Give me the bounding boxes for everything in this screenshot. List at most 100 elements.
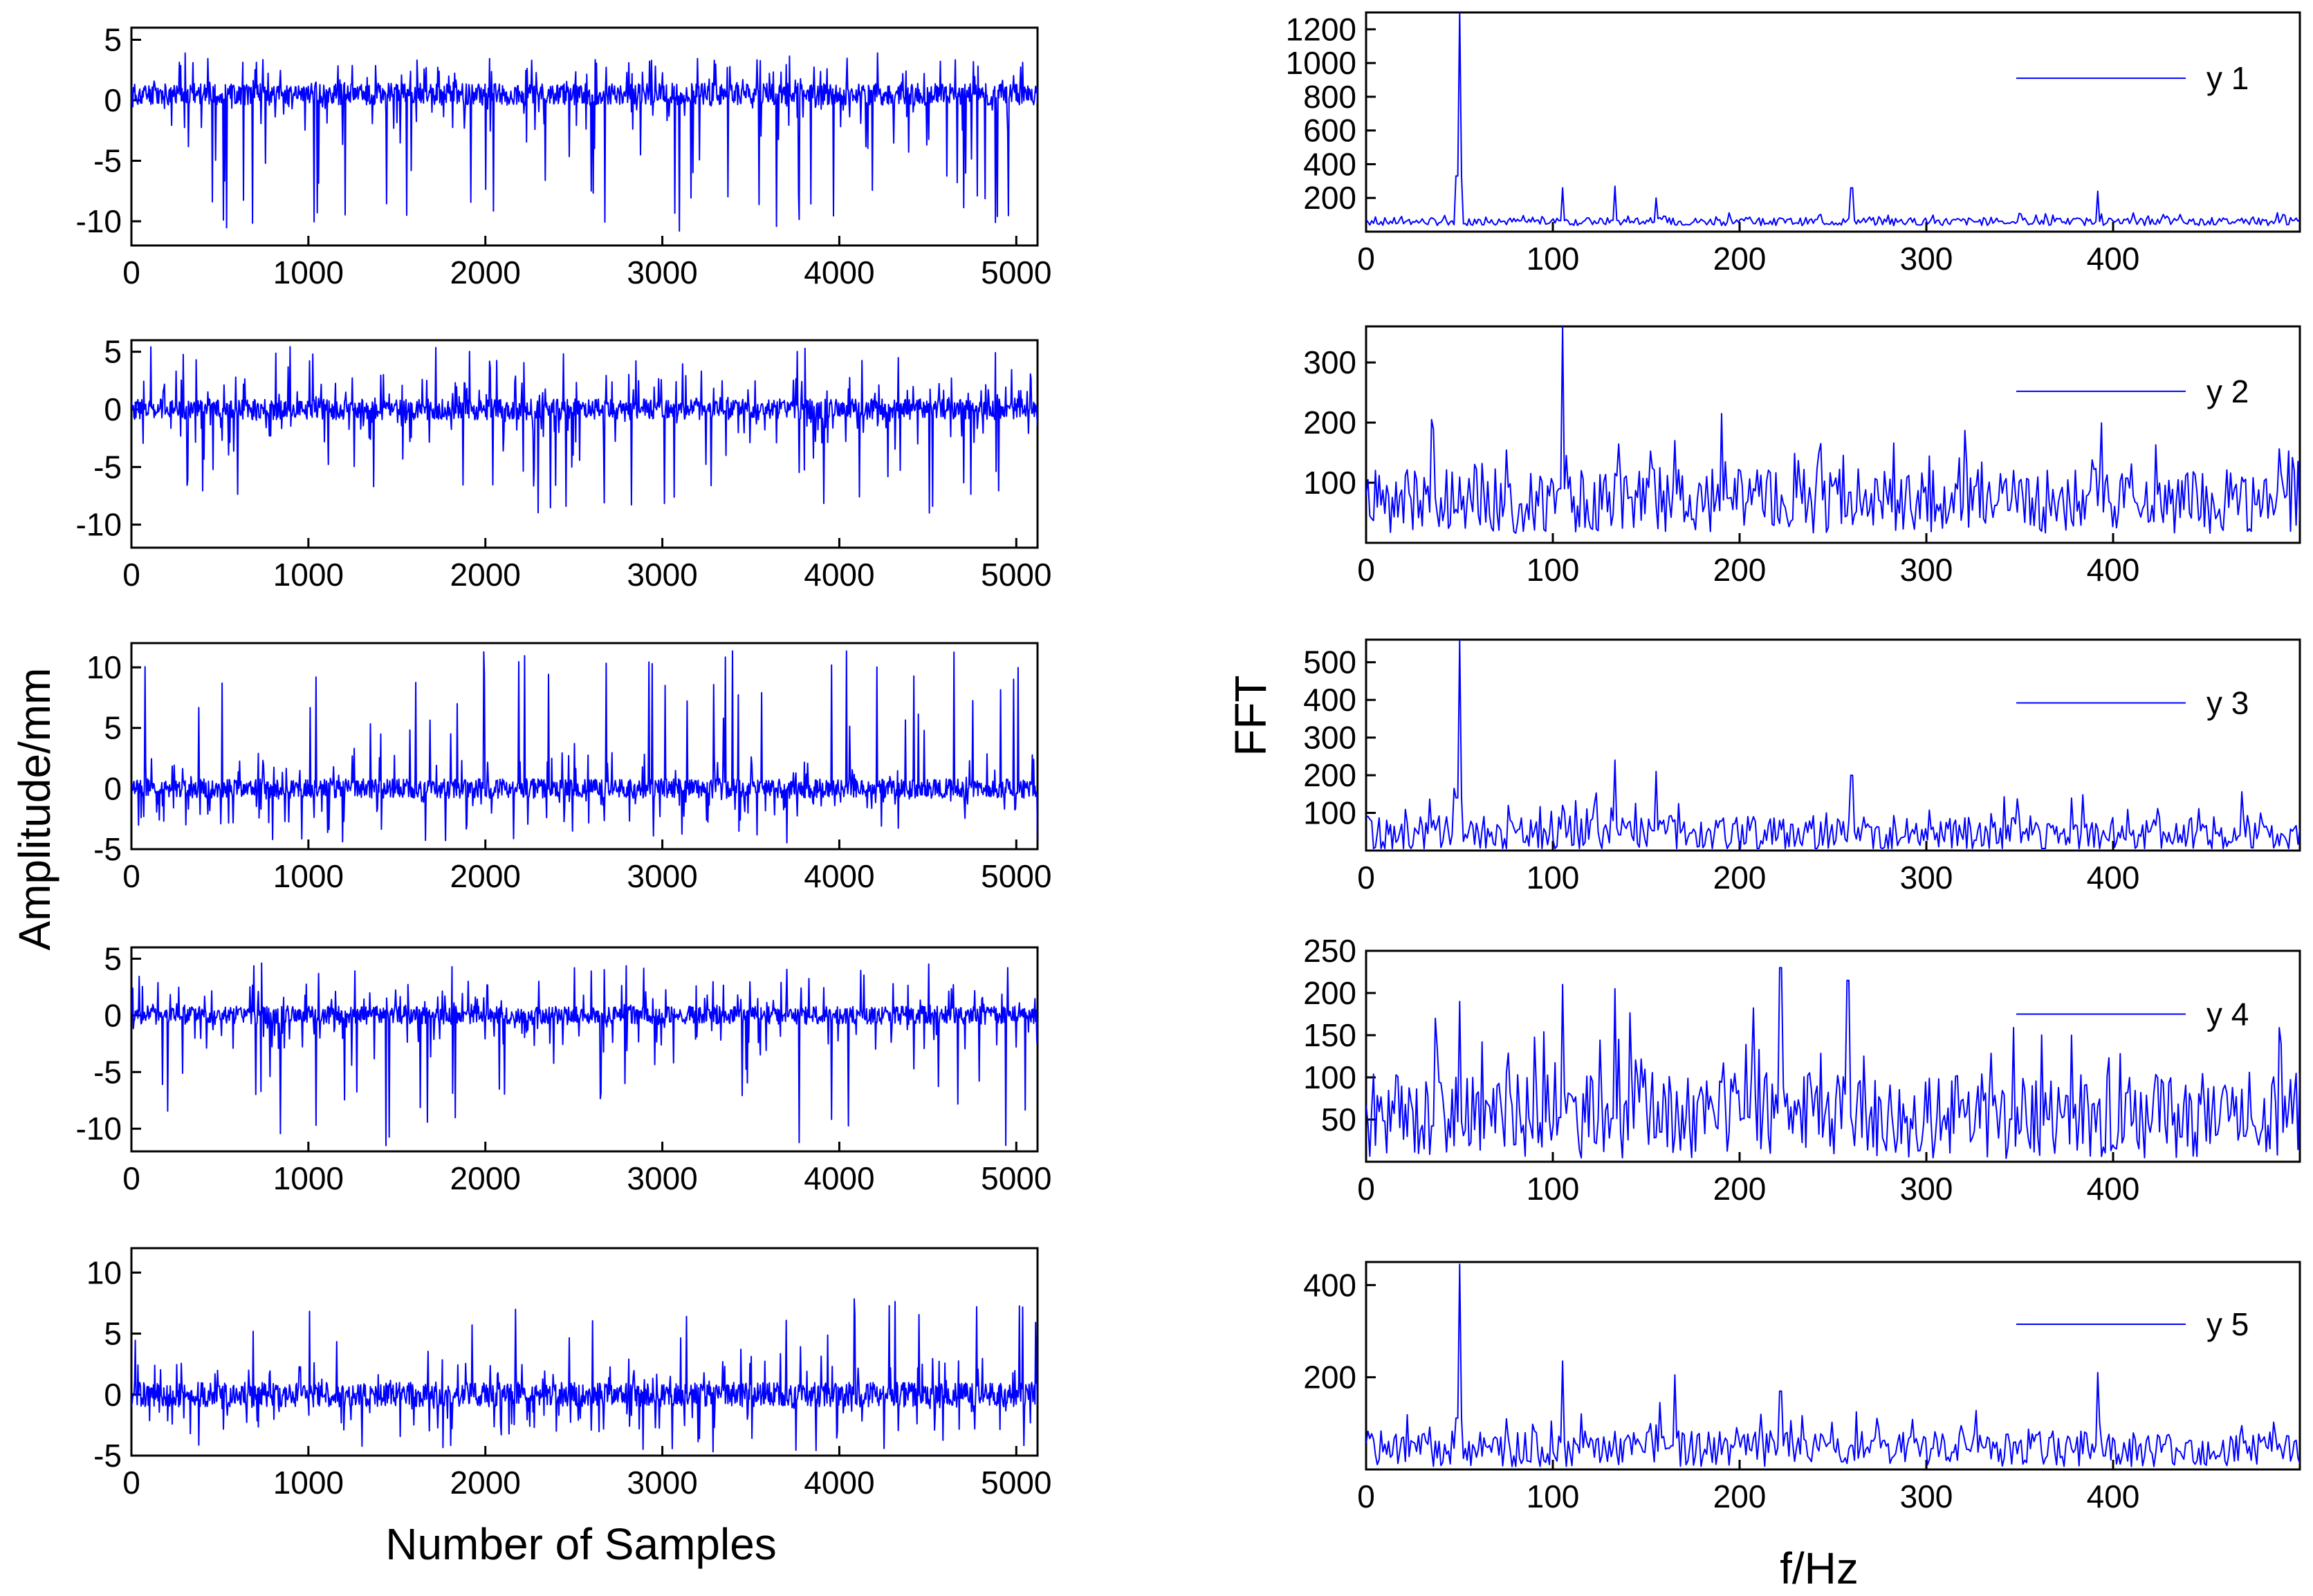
time-y3-frame [130,642,1039,851]
time-y4-xtick-label: 4000 [804,1160,874,1196]
time-y2-ytick-label: -10 [76,507,122,543]
time-y1-ytick-label: 5 [104,22,122,58]
fft-y5-panel: 0 100 200 300 400 400 200 y 5 [1303,1261,2301,1514]
time-y5-frame [130,1247,1039,1457]
time-y2-xtick-label: 5000 [981,557,1051,593]
fft-y2-ytick-label: 100 [1303,465,1356,501]
fft-y5-legend-label: y 5 [2206,1306,2249,1342]
time-y5-ytick-label: 5 [104,1316,122,1352]
time-y3-xtick-label: 3000 [627,858,697,894]
time-y1-ytick-label: -10 [76,203,122,239]
fft-y5-series-line [1366,1263,2300,1467]
fft-y3-xtick-label: 0 [1357,860,1375,896]
time-y4-ytick-label: 0 [104,997,122,1033]
fft-y1-ytick-label: 600 [1303,113,1356,149]
fft-y1-ytick-label: 1200 [1286,11,1356,47]
fft-y3-xtick-label: 200 [1713,860,1767,896]
time-y5-ytick-label: 10 [86,1254,122,1290]
fft-y3-xtick-label: 100 [1527,860,1580,896]
time-y5-xtick-label: 5000 [981,1465,1051,1501]
time-y1-xtick-label: 3000 [627,254,697,290]
fft-y2-legend-label: y 2 [2206,373,2249,409]
fft-y4-xtick-label: 200 [1713,1171,1767,1207]
fft-y5-frame [1365,1261,2301,1471]
fft-y4-series-line [1366,967,2300,1160]
time-y5-xtick-label: 2000 [450,1465,521,1501]
fft-y1-xtick-label: 0 [1357,241,1375,277]
time-y5-series-line [131,1298,1038,1453]
right-y-axis-title: FFT [1226,675,1275,756]
fft-y2-xtick-label: 400 [2087,552,2140,588]
fft-y1-ytick-label: 200 [1303,180,1356,216]
fft-y4-xtick-label: 400 [2087,1171,2140,1207]
fft-y4-xtick-label: 300 [1900,1171,1953,1207]
fft-y2-xtick-label: 0 [1357,552,1375,588]
fft-y4-ytick-label: 100 [1303,1059,1356,1095]
fft-y1-ytick-label: 800 [1303,79,1356,115]
time-y4-frame [130,946,1039,1153]
fft-y4-xtick-label: 0 [1357,1171,1375,1207]
fft-y2-ytick-label: 200 [1303,405,1356,440]
time-y4-xtick-label: 1000 [273,1160,344,1196]
time-y2-xtick-label: 0 [122,557,140,593]
fft-y3-frame [1365,638,2301,852]
time-y2-panel: 0 1000 2000 3000 4000 5000 5 0 -5 -10 [76,334,1052,593]
fft-y4-xtick-label: 100 [1527,1171,1580,1207]
right-x-axis-title: f/Hz [1780,1543,1859,1593]
time-y1-series-line [131,52,1038,232]
time-y2-ytick-label: -5 [93,449,122,485]
fft-y4-ytick-label: 250 [1303,933,1356,969]
time-y4-panel: 0 1000 2000 3000 4000 5000 5 0 -5 -10 [76,940,1052,1196]
fft-y3-ytick-label: 500 [1303,644,1356,680]
time-y1-frame [130,26,1039,247]
fft-y1-frame [1365,11,2301,233]
fft-y2-xtick-label: 100 [1527,552,1580,588]
time-y1-ytick-label: 0 [104,82,122,118]
time-y2-xtick-label: 1000 [273,557,344,593]
fft-y3-ytick-label: 400 [1303,682,1356,718]
time-y3-ytick-label: 0 [104,770,122,806]
time-y3-series-line [131,650,1038,844]
fft-y2-ytick-label: 300 [1303,344,1356,380]
fft-y5-xtick-label: 400 [2087,1478,2140,1514]
fft-y4-ytick-label: 150 [1303,1017,1356,1053]
time-y5-xtick-label: 3000 [627,1465,697,1501]
time-y5-ytick-label: -5 [93,1438,122,1474]
time-y2-ytick-label: 5 [104,334,122,370]
time-y2-xtick-label: 3000 [627,557,697,593]
fft-y1-ytick-label: 400 [1303,146,1356,182]
fft-y3-series-line [1366,640,2300,849]
fft-y3-xtick-label: 400 [2087,860,2140,896]
left-y-axis-title: Amplitude/mm [10,668,59,951]
time-y3-xtick-label: 1000 [273,858,344,894]
time-y1-panel: 0 1000 2000 3000 4000 5000 5 0 -5 -10 [76,22,1052,291]
time-y4-ytick-label: -10 [76,1111,122,1147]
time-y1-xtick-label: 4000 [804,254,874,290]
time-y2-ytick-label: 0 [104,391,122,427]
fft-y3-xtick-label: 300 [1900,860,1953,896]
fft-y5-ytick-label: 400 [1303,1267,1356,1303]
fft-y5-xtick-label: 0 [1357,1478,1375,1514]
time-y3-ytick-label: -5 [93,831,122,867]
fft-y1-xtick-label: 200 [1713,241,1767,277]
time-y5-xtick-label: 1000 [273,1465,344,1501]
time-y5-xtick-label: 4000 [804,1465,874,1501]
time-y1-xtick-label: 0 [122,254,140,290]
fft-y4-legend-label: y 4 [2206,996,2249,1032]
time-y4-xtick-label: 2000 [450,1160,521,1196]
fft-y1-legend-label: y 1 [2206,60,2249,96]
fft-y2-panel: 0 100 200 300 400 300 200 100 y 2 [1303,325,2301,588]
time-y4-ytick-label: -5 [93,1054,122,1090]
fft-y5-ytick-label: 200 [1303,1360,1356,1395]
time-y2-frame [130,339,1039,549]
time-y3-xtick-label: 2000 [450,858,521,894]
time-y3-xtick-label: 4000 [804,858,874,894]
time-y1-xtick-label: 5000 [981,254,1051,290]
fft-y5-xtick-label: 300 [1900,1478,1953,1514]
time-y1-xtick-label: 2000 [450,254,521,290]
time-y5-ytick-label: 0 [104,1377,122,1413]
